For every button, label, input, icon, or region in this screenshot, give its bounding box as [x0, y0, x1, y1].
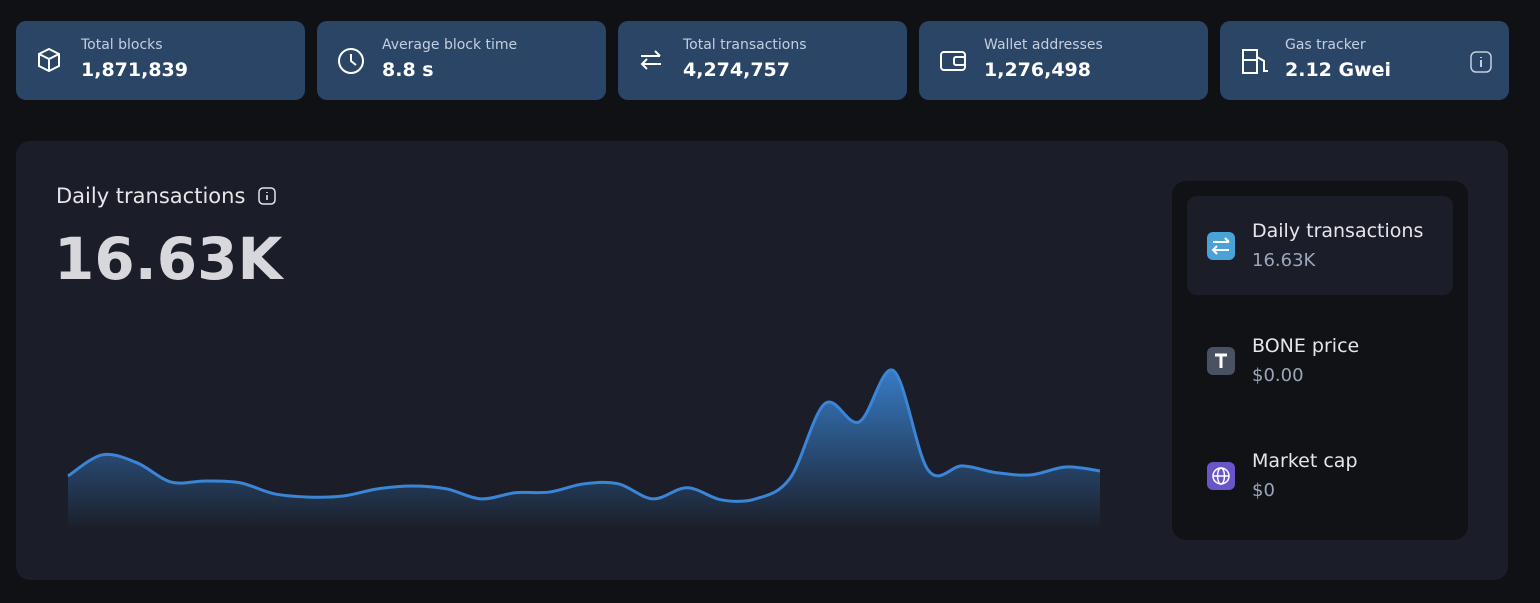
chart-current-value: 16.63K	[54, 225, 283, 293]
side-label: Market cap	[1252, 450, 1358, 472]
stat-value: 4,274,757	[683, 59, 790, 81]
chart-title-text: Daily transactions	[56, 184, 246, 208]
stat-card: Average block time 8.8 s	[317, 21, 606, 100]
side-label: Daily transactions	[1252, 220, 1424, 242]
globe-badge	[1207, 462, 1235, 490]
info-button[interactable]	[258, 187, 276, 205]
stat-label: Gas tracker	[1285, 37, 1366, 53]
side-value: $0.00	[1252, 365, 1304, 386]
swap-icon	[640, 50, 661, 70]
stat-label: Wallet addresses	[984, 37, 1103, 53]
stat-card: Total blocks 1,871,839	[16, 21, 305, 100]
stat-value: 8.8 s	[382, 59, 434, 81]
side-panel: Daily transactions 16.63K BONE price $0.…	[1172, 181, 1468, 540]
gas-icon	[1242, 49, 1268, 74]
stat-card: Wallet addresses 1,276,498	[919, 21, 1208, 100]
side-label: BONE price	[1252, 335, 1360, 357]
wallet-icon	[940, 51, 966, 71]
stat-label: Total transactions	[683, 37, 807, 53]
side-value: 16.63K	[1252, 250, 1316, 271]
side-item[interactable]: Daily transactions 16.63K	[1187, 196, 1453, 295]
stat-label: Average block time	[382, 37, 518, 53]
clock-icon	[338, 48, 364, 74]
sparkline-line	[67, 368, 1101, 503]
stat-value: 1,276,498	[984, 59, 1091, 81]
sparkline-area	[68, 369, 1100, 530]
chart-panel: Daily transactions 16.63K Daily transact…	[16, 141, 1508, 580]
stat-card: Gas tracker 2.12 Gwei	[1220, 21, 1509, 100]
cube-icon	[38, 47, 60, 73]
chart-title: Daily transactions	[56, 184, 276, 208]
stat-value: 2.12 Gwei	[1285, 59, 1392, 81]
side-item[interactable]: BONE price $0.00	[1187, 311, 1453, 410]
info-button[interactable]	[1470, 51, 1492, 73]
stat-value: 1,871,839	[81, 59, 188, 81]
stat-card: Total transactions 4,274,757	[618, 21, 907, 100]
swap-badge	[1207, 232, 1235, 260]
stat-label: Total blocks	[81, 37, 163, 53]
sparkline	[67, 368, 1101, 530]
side-value: $0	[1252, 480, 1275, 501]
side-item[interactable]: Market cap $0	[1187, 426, 1453, 525]
token-badge	[1207, 347, 1235, 375]
